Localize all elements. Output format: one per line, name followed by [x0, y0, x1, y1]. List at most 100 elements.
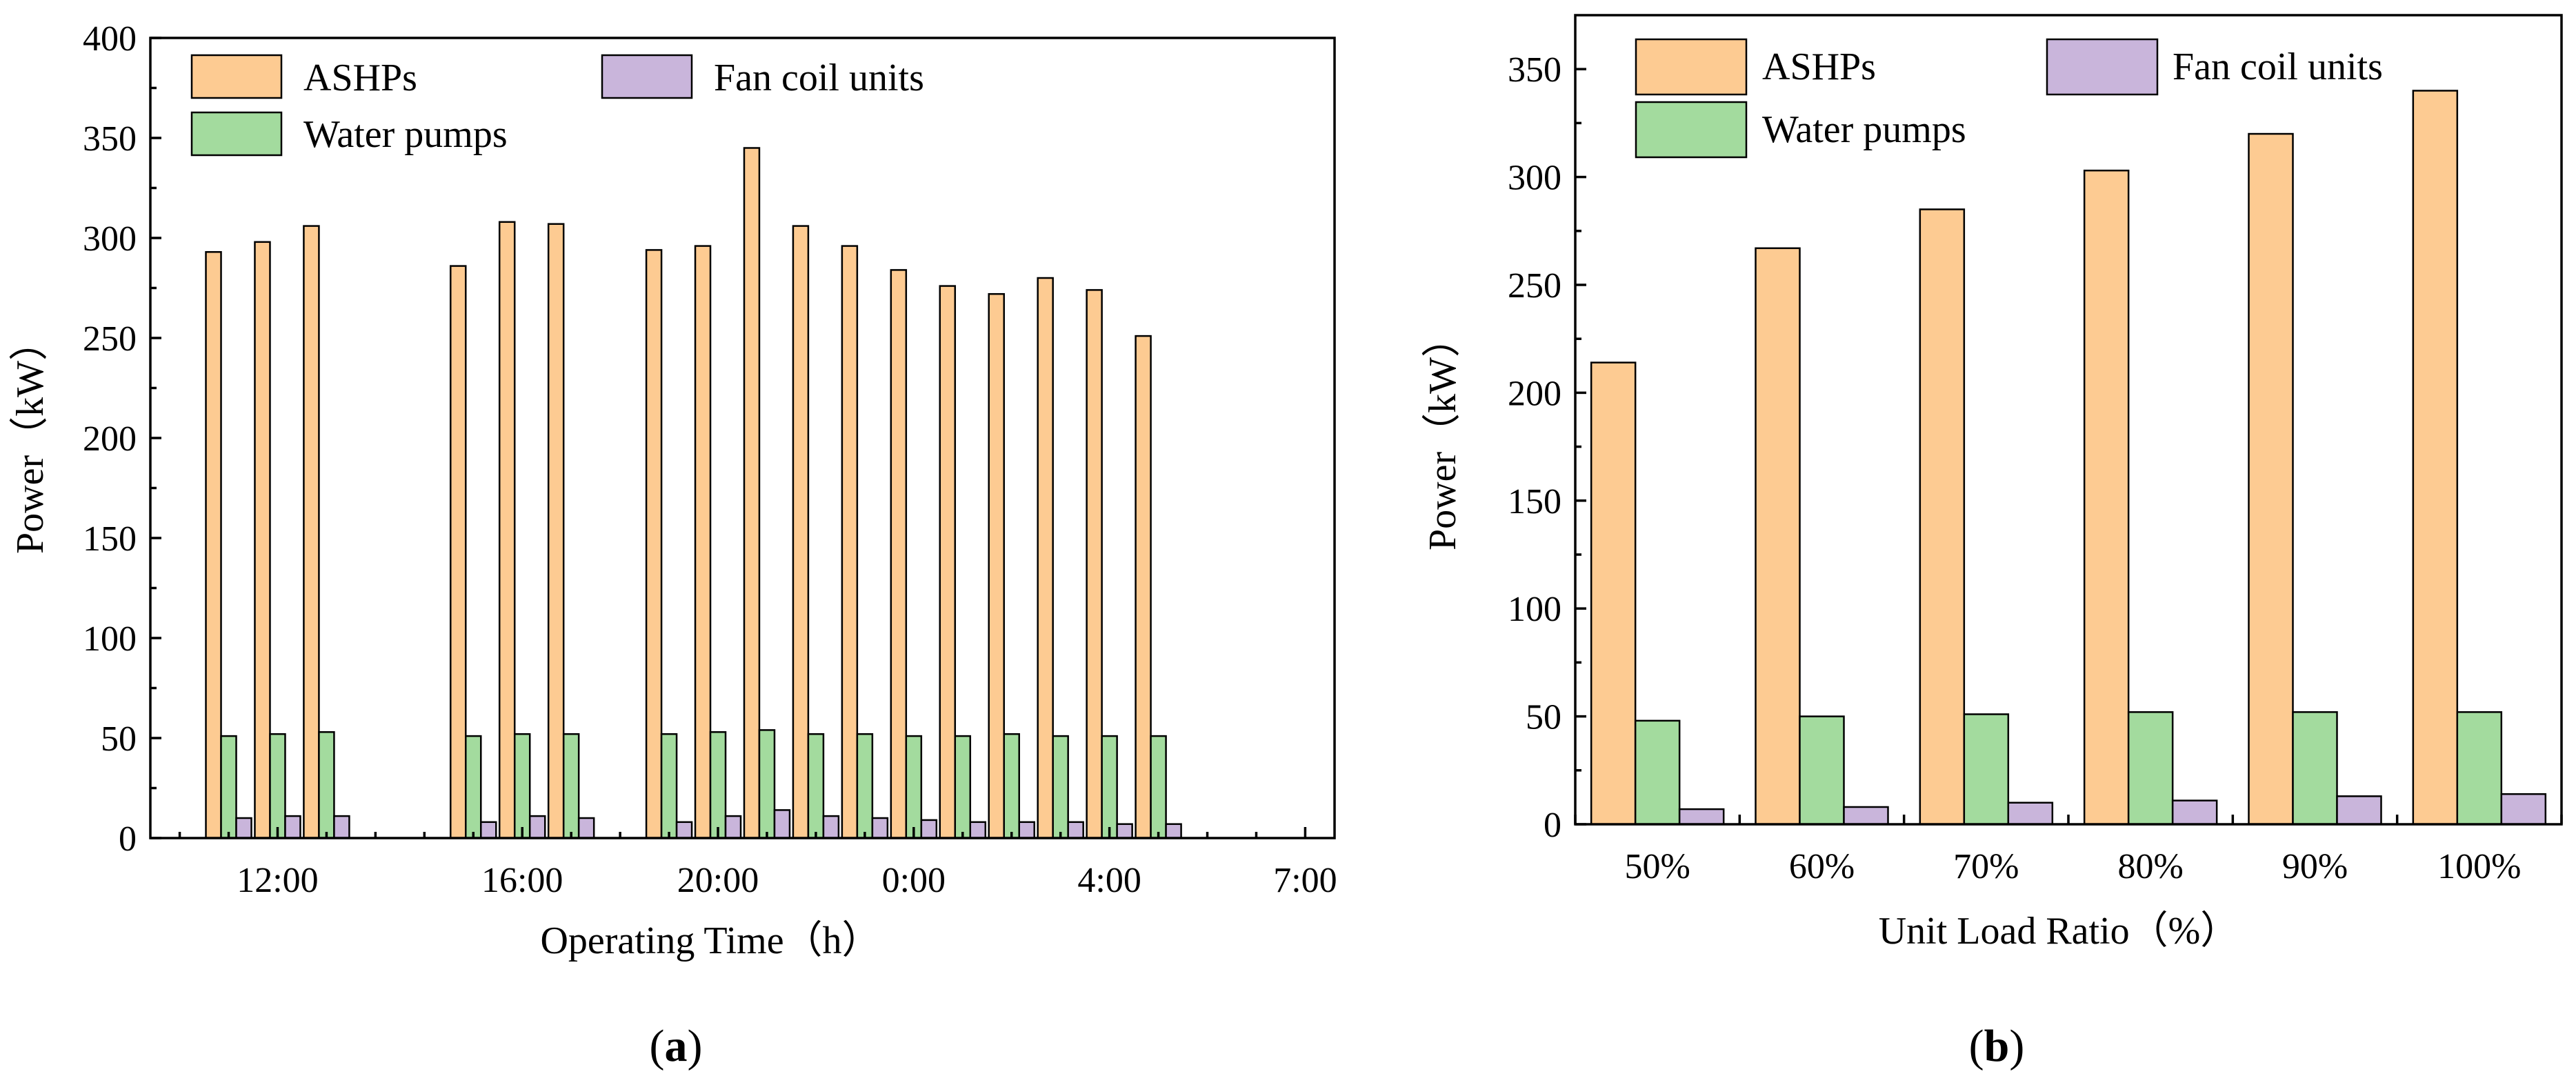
bar-water-pumps	[954, 735, 972, 839]
bar-water-pumps	[1634, 719, 1681, 826]
bar-fan-coil-units	[2500, 793, 2547, 826]
legend-swatch-fan-coil-units	[2046, 38, 2159, 96]
bar-water-pumps	[758, 729, 776, 839]
bar-ashps	[1590, 361, 1637, 826]
bar-fan-coil-units	[1678, 808, 1725, 826]
panel-a-plot-frame	[149, 37, 1336, 839]
bar-ashps	[254, 241, 271, 839]
bar-fan-coil-units	[235, 817, 252, 839]
legend-swatch-ashps	[1635, 38, 1748, 96]
bar-water-pumps	[220, 735, 237, 839]
bar-fan-coil-units	[2336, 795, 2382, 826]
bar-water-pumps	[1101, 735, 1118, 839]
legend-swatch-fan-coil-units	[601, 54, 693, 99]
bar-ashps	[2248, 132, 2294, 826]
panel-a-y-tick-label: 350	[83, 119, 137, 159]
panel-a-x-tick-label: 4:00	[1077, 861, 1141, 900]
panel-a-x-axis-title: Operating Time（h）	[540, 919, 880, 962]
panel-a-y-tick-label: 300	[83, 219, 137, 259]
legend-label-water-pumps: Water pumps	[1762, 108, 1966, 151]
legend-label-ashps: ASHPs	[1762, 46, 1876, 88]
panel-a-y-tick-label: 0	[119, 819, 137, 859]
panel-a-y-tick-label: 250	[83, 319, 137, 359]
bar-water-pumps	[660, 733, 678, 839]
panel-b-y-tick-label: 50	[1526, 698, 1561, 737]
panel-b-y-tick-label: 350	[1508, 50, 1561, 90]
legend-item-fan-coil-units: Fan coil units	[601, 54, 924, 99]
panel-a-y-tick-label: 100	[83, 619, 137, 659]
panel-b-y-tick-label: 150	[1508, 482, 1561, 521]
legend-item-ashps: ASHPs	[1635, 38, 1876, 96]
panel-b-bars	[1590, 90, 2547, 826]
bar-fan-coil-units	[724, 815, 742, 839]
bar-water-pumps	[465, 735, 482, 839]
bar-water-pumps	[1003, 733, 1020, 839]
bar-water-pumps	[807, 733, 825, 839]
bar-water-pumps	[269, 733, 286, 839]
panel-b-y-axis-title: Power（kW）	[1421, 319, 1464, 550]
bar-fan-coil-units	[1843, 806, 1889, 826]
bar-water-pumps	[2127, 711, 2174, 826]
legend-item-water-pumps: Water pumps	[190, 111, 508, 157]
bar-fan-coil-units	[1067, 821, 1084, 839]
bar-ashps	[1086, 289, 1103, 839]
panel-b-y-tick-label: 200	[1508, 374, 1561, 413]
bar-ashps	[1755, 247, 1801, 826]
bar-ashps	[2412, 90, 2459, 826]
bar-fan-coil-units	[1018, 821, 1035, 839]
bar-water-pumps	[2292, 711, 2338, 826]
panel-b-y-tick-label: 100	[1508, 590, 1561, 629]
bar-ashps	[1037, 277, 1054, 839]
panel-b-y-tick-label: 0	[1544, 806, 1561, 845]
bar-ashps	[303, 225, 320, 839]
bar-water-pumps	[1963, 713, 2010, 826]
bar-water-pumps	[905, 735, 923, 839]
bar-ashps	[890, 269, 908, 839]
bar-ashps	[547, 223, 565, 839]
legend-label-water-pumps: Water pumps	[303, 113, 508, 156]
bar-water-pumps	[1799, 715, 1845, 826]
legend-label-fan-coil-units: Fan coil units	[2173, 46, 2383, 88]
bar-fan-coil-units	[773, 809, 791, 839]
panel-b-x-tick-label: 100%	[2437, 847, 2521, 886]
panel-a-label: (a)	[650, 1021, 703, 1071]
bar-water-pumps	[318, 731, 335, 839]
bar-ashps	[1919, 208, 1966, 826]
bar-ashps	[645, 249, 663, 839]
panel-b-y-tick-label: 300	[1508, 159, 1561, 198]
legend-item-water-pumps: Water pumps	[1635, 101, 1966, 159]
bar-fan-coil-units	[871, 817, 889, 839]
panel-a-bars	[205, 147, 1182, 839]
legend-swatch-water-pumps	[1635, 101, 1748, 159]
bar-ashps	[988, 292, 1005, 839]
panel-b: 0 50 100 150 200 250 300 350 50% 60% 70% 80% 90% 100…	[1421, 14, 2563, 1071]
panel-a-x-tick-label: 16:00	[481, 861, 563, 900]
panel-a-y-tick-label: 200	[83, 419, 137, 459]
bar-ashps	[205, 251, 222, 839]
bar-fan-coil-units	[577, 817, 595, 839]
bar-ashps	[939, 285, 957, 839]
legend-swatch-ashps	[190, 54, 283, 99]
panel-a-y-tick-label: 400	[83, 19, 137, 59]
bar-fan-coil-units	[284, 815, 301, 839]
panel-a-y-tick-label: 150	[83, 519, 137, 559]
panel-a-x-tick-label: 20:00	[677, 861, 759, 900]
bar-fan-coil-units	[822, 815, 840, 839]
legend-item-ashps: ASHPs	[190, 54, 417, 99]
bar-water-pumps	[709, 731, 727, 839]
panel-a-y-axis-title: Power（kW）	[9, 322, 52, 554]
panel-b-legend: ASHPs Water pumps Fan coil units	[1635, 38, 2383, 159]
panel-b-x-tick-label: 50%	[1625, 847, 1690, 886]
bar-ashps	[792, 225, 810, 839]
bar-fan-coil-units	[333, 815, 350, 839]
bar-fan-coil-units	[2171, 799, 2218, 826]
panel-b-x-tick-label: 90%	[2282, 847, 2348, 886]
bar-ashps	[1135, 335, 1152, 839]
bar-ashps	[841, 245, 859, 839]
bar-water-pumps	[562, 733, 580, 839]
panel-a-y-tick-label: 50	[101, 719, 137, 759]
panel-b-x-tick-label: 80%	[2118, 847, 2184, 886]
bar-water-pumps	[1052, 735, 1069, 839]
bar-fan-coil-units	[480, 821, 497, 839]
bar-fan-coil-units	[2007, 802, 2054, 826]
